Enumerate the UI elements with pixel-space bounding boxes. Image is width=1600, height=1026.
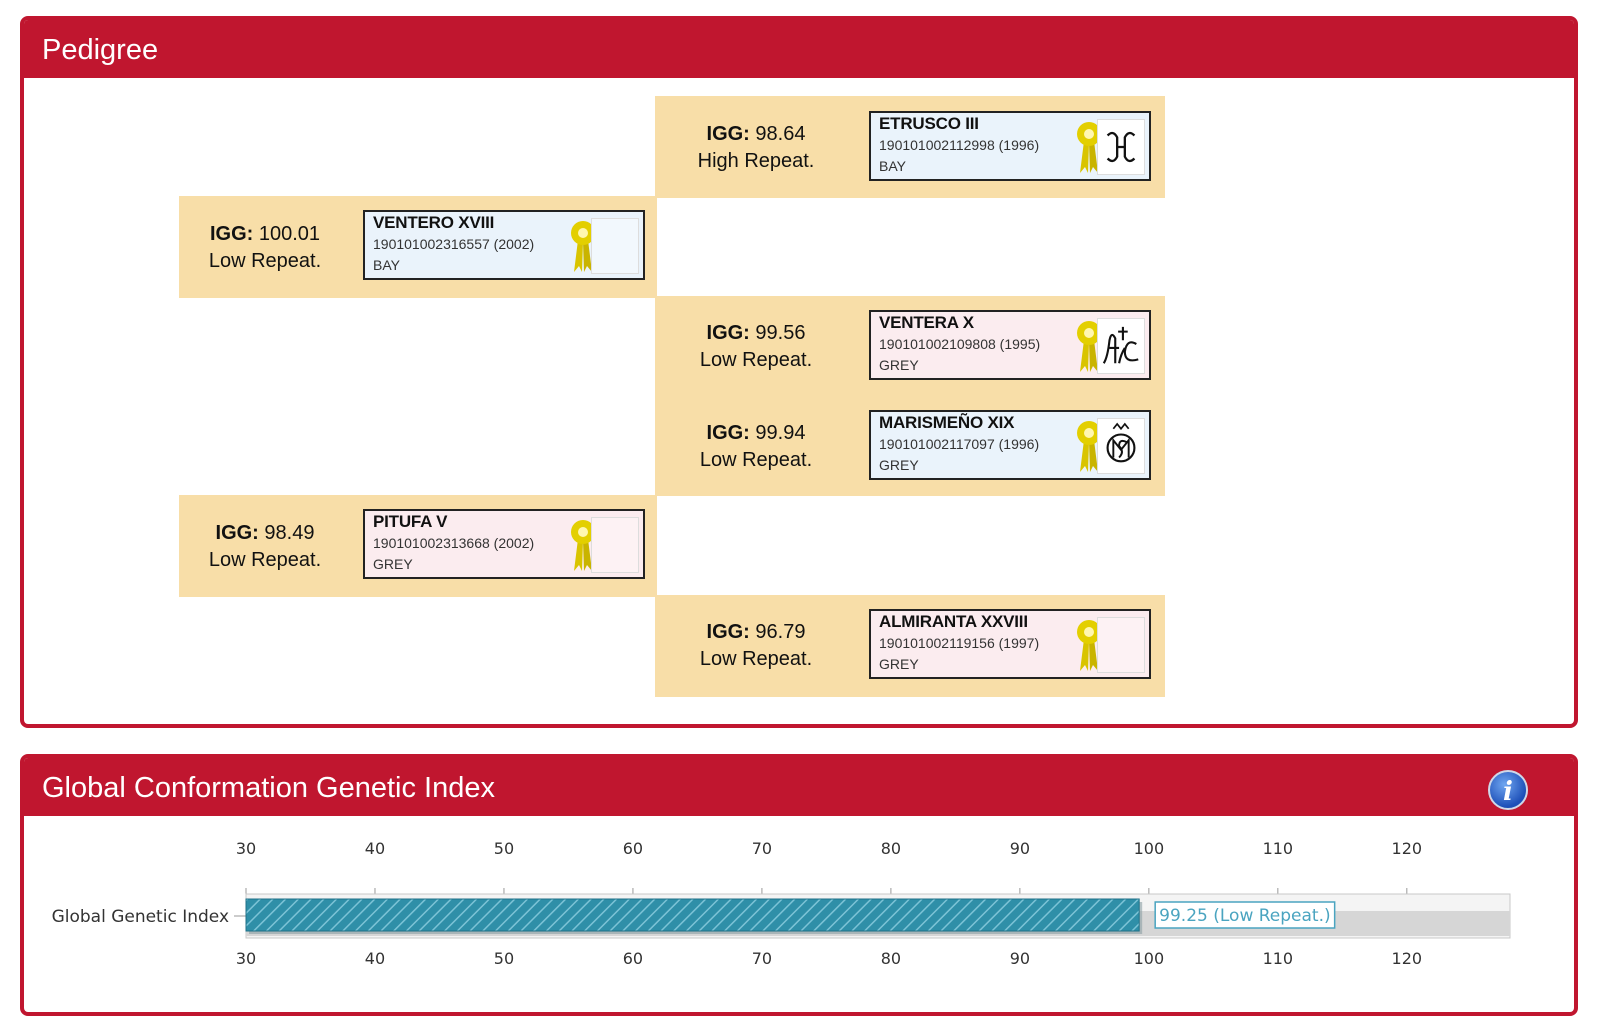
horse-name[interactable]: PITUFA V xyxy=(373,512,448,531)
igg-value: 98.49 xyxy=(264,522,315,544)
horse-name[interactable]: ETRUSCO III xyxy=(879,114,979,133)
x-tick-label-top: 50 xyxy=(494,839,514,858)
horse-registration: 190101002316557 (2002) xyxy=(373,236,535,252)
igg-block: IGG: 99.56 Low Repeat. xyxy=(656,320,856,374)
x-tick-label-bottom: 70 xyxy=(752,949,772,968)
rosette-icon xyxy=(571,221,595,272)
horse-coat: GREY xyxy=(879,656,919,672)
rosette-icon xyxy=(1077,620,1101,671)
x-tick-label-top: 110 xyxy=(1263,839,1294,858)
info-icon[interactable]: i xyxy=(1488,770,1528,810)
horse-registration: 190101002112998 (1996) xyxy=(879,137,1040,153)
genetic-index-header: Global Conformation Genetic Index i xyxy=(24,758,1574,816)
igg-label: IGG: xyxy=(215,522,259,544)
x-tick-label-top: 120 xyxy=(1392,839,1423,858)
brand-mark-icon xyxy=(1097,119,1145,175)
pedigree-header: Pedigree xyxy=(24,20,1574,78)
repeatability: Low Repeat. xyxy=(208,250,322,272)
x-tick-label-bottom: 100 xyxy=(1134,949,1165,968)
igg-block: IGG: 98.64 High Repeat. xyxy=(656,121,856,175)
horse-coat: GREY xyxy=(879,357,919,373)
horse-card[interactable]: MARISMEÑO XIX 190101002117097 (1996) GRE… xyxy=(869,410,1151,480)
igg-block: IGG: 99.94 Low Repeat. xyxy=(656,420,856,474)
igg-value: 100.01 xyxy=(258,223,321,245)
pedigree-panel: Pedigree IGG: 98.64 High Repeat. ETRUSCO… xyxy=(20,16,1578,728)
igg-value: 98.64 xyxy=(755,123,806,145)
x-tick-label-bottom: 60 xyxy=(623,949,643,968)
horse-card[interactable]: PITUFA V 190101002313668 (2002) GREY xyxy=(363,509,645,579)
horse-coat: GREY xyxy=(879,457,919,473)
horse-coat: GREY xyxy=(373,556,413,572)
genetic-index-title: Global Conformation Genetic Index xyxy=(42,772,495,804)
horse-registration: 190101002109808 (1995) xyxy=(879,336,1041,352)
pedigree-title: Pedigree xyxy=(42,34,159,66)
horse-registration: 190101002117097 (1996) xyxy=(879,436,1040,452)
rosette-icon xyxy=(1077,421,1101,472)
horse-card[interactable]: VENTERO XVIII 190101002316557 (2002) BAY xyxy=(363,210,645,280)
x-tick-label-bottom: 120 xyxy=(1392,949,1423,968)
horse-card[interactable]: ALMIRANTA XXVIII 190101002119156 (1997) … xyxy=(869,609,1151,679)
horse-coat: BAY xyxy=(373,257,400,273)
repeatability: Low Repeat. xyxy=(208,549,322,571)
horse-card[interactable]: ETRUSCO III 190101002112998 (1996) BAY xyxy=(869,111,1151,181)
horse-registration: 190101002119156 (1997) xyxy=(879,635,1040,651)
igg-block: IGG: 98.49 Low Repeat. xyxy=(165,520,365,574)
repeatability: Low Repeat. xyxy=(699,449,813,471)
horse-registration: 190101002313668 (2002) xyxy=(373,535,535,551)
brand-mark-icon xyxy=(1097,318,1145,374)
rosette-icon xyxy=(1077,321,1101,372)
horse-name[interactable]: VENTERA X xyxy=(879,313,974,332)
igg-label: IGG: xyxy=(706,322,750,344)
horse-name[interactable]: MARISMEÑO XIX xyxy=(879,413,1015,432)
igg-label: IGG: xyxy=(209,223,254,245)
x-tick-label-bottom: 80 xyxy=(881,949,901,968)
x-tick-label-bottom: 30 xyxy=(236,949,256,968)
igg-value: 99.94 xyxy=(755,422,806,444)
x-tick-label-bottom: 110 xyxy=(1263,949,1294,968)
horse-name[interactable]: ALMIRANTA XXVIII xyxy=(879,612,1028,631)
x-tick-label-bottom: 40 xyxy=(365,949,385,968)
brand-placeholder xyxy=(591,517,639,573)
rosette-icon xyxy=(571,520,595,571)
genetic-index-bar[interactable] xyxy=(245,898,1140,932)
rosette-icon xyxy=(1077,122,1101,173)
igg-label: IGG: xyxy=(706,422,750,444)
horse-coat: BAY xyxy=(879,158,906,174)
igg-block: IGG: 100.01 Low Repeat. xyxy=(165,221,365,275)
x-tick-label-top: 40 xyxy=(365,839,385,858)
brand-placeholder xyxy=(1097,617,1145,673)
x-tick-label-top: 100 xyxy=(1134,839,1165,858)
repeatability: Low Repeat. xyxy=(699,648,813,670)
igg-label: IGG: xyxy=(706,123,750,145)
x-tick-label-top: 80 xyxy=(881,839,901,858)
igg-value: 96.79 xyxy=(755,621,806,643)
x-tick-label-top: 60 xyxy=(623,839,643,858)
igg-label: IGG: xyxy=(706,621,750,643)
brand-mark-icon xyxy=(1097,418,1145,474)
x-tick-label-bottom: 90 xyxy=(1010,949,1030,968)
horse-name[interactable]: VENTERO XVIII xyxy=(373,213,495,232)
genetic-index-panel: Global Conformation Genetic Index i 30 30… xyxy=(20,754,1578,1016)
x-tick-label-top: 70 xyxy=(752,839,772,858)
repeatability: Low Repeat. xyxy=(699,349,813,371)
x-tick-label-top: 30 xyxy=(236,839,256,858)
repeatability: High Repeat. xyxy=(697,150,815,172)
igg-value: 99.56 xyxy=(755,322,806,344)
brand-placeholder xyxy=(591,218,639,274)
igg-block: IGG: 96.79 Low Repeat. xyxy=(656,619,856,673)
horse-card[interactable]: VENTERA X 190101002109808 (1995) GREY xyxy=(869,310,1151,380)
data-label-box xyxy=(1154,901,1336,929)
x-tick-label-top: 90 xyxy=(1010,839,1030,858)
genetic-index-chart: 30 30 40 40 50 50 60 60 70 70 80 80 90 90 100 100 110 110… xyxy=(52,839,1511,968)
category-label: Global Genetic Index xyxy=(52,907,229,927)
data-label: 99.25 (Low Repeat.) xyxy=(1159,906,1330,926)
x-tick-label-bottom: 50 xyxy=(494,949,514,968)
